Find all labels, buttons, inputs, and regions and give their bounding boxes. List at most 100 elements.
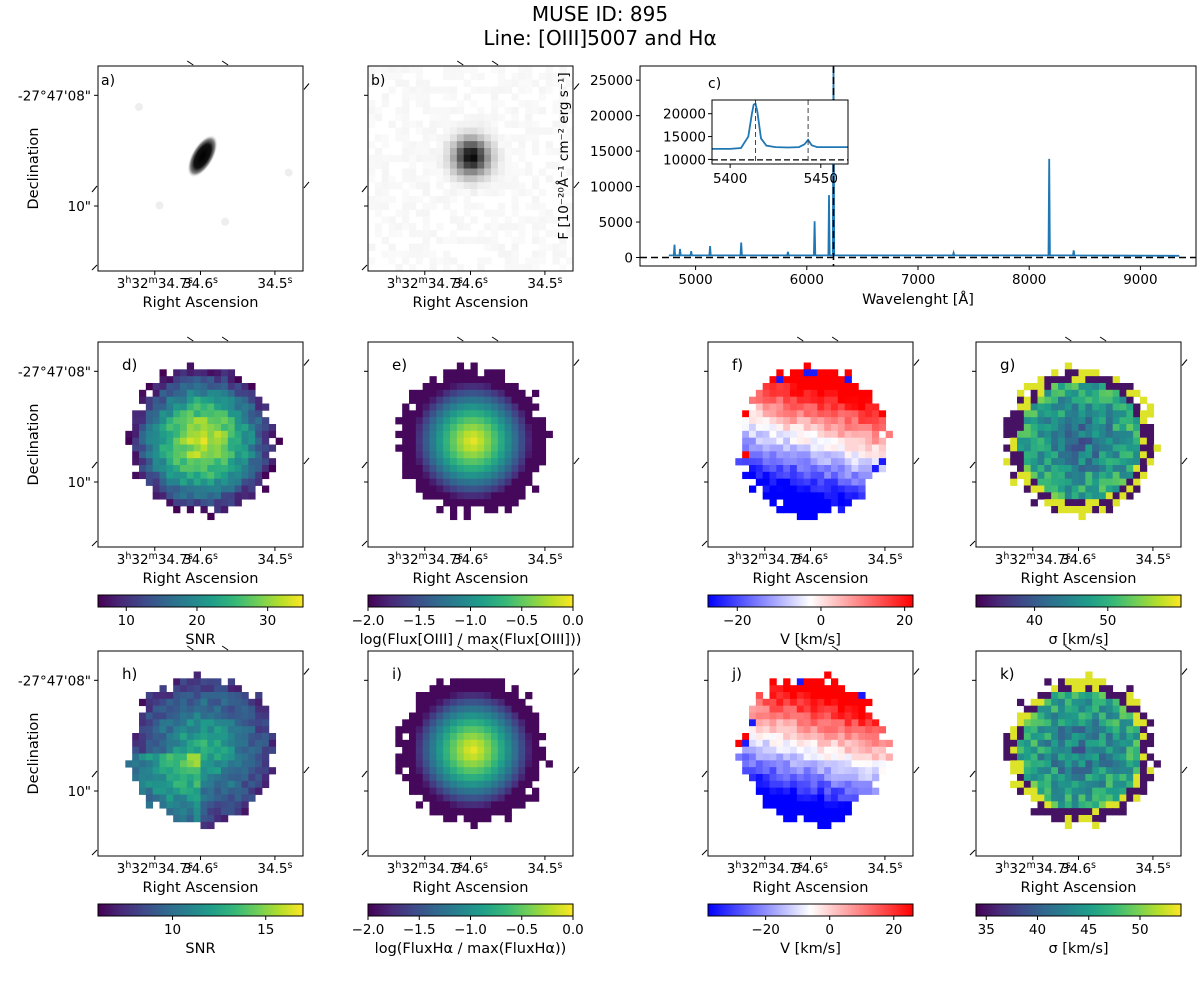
- dec-tick-label: 10": [68, 784, 91, 800]
- colorbar-label: log(FluxHα / max(FluxHα)): [375, 941, 567, 957]
- colorbar-tick-label: −0.5: [505, 613, 538, 629]
- inset-spectrum-line: [712, 102, 848, 150]
- ra-tick-label: 34.6s: [793, 860, 828, 877]
- ra-tick-label: 34.6s: [453, 860, 488, 877]
- ra-tick-label: 3h32m34.7s: [387, 860, 463, 877]
- inset-ytick-label: 10000: [663, 152, 706, 168]
- wcs-tick: [221, 336, 229, 342]
- wcs-tick: [303, 457, 310, 465]
- ra-tick-label: 3h32m34.7s: [117, 551, 193, 568]
- colorbar-k: [975, 903, 1182, 917]
- ra-tick-label: 3h32m34.7s: [727, 551, 803, 568]
- wcs-tick: [91, 461, 98, 469]
- wcs-tick: [91, 770, 98, 778]
- wcs-tick: [831, 645, 839, 651]
- figure-title-line2: Line: [OIII]5007 and Hα: [483, 26, 717, 50]
- colorbar-tick-label: −2.0: [352, 613, 385, 629]
- colorbar-tick-label: 50: [1131, 922, 1148, 938]
- wcs-tick: [361, 770, 368, 778]
- colorbar-tick-label: −1.0: [454, 613, 487, 629]
- faint-source: [135, 103, 143, 111]
- colorbar-tick-label: 10: [164, 922, 181, 938]
- wcs-tick: [1064, 645, 1072, 651]
- faint-source: [155, 201, 164, 210]
- map-j: [735, 671, 893, 830]
- wcs-tick: [1181, 766, 1188, 774]
- wcs-tick: [361, 849, 368, 856]
- spectrum-plot: [640, 66, 1196, 266]
- colorbar-label: V [km/s]: [780, 632, 841, 648]
- ra-axis-label: Right Ascension: [413, 880, 529, 896]
- colorbar-tick-label: 45: [1080, 922, 1097, 938]
- figure-title-line1: MUSE ID: 895: [531, 2, 669, 26]
- inset-bg: [712, 100, 848, 164]
- panel-c-frame: [639, 65, 1197, 267]
- wcs-tick: [913, 457, 920, 465]
- wcs-tick: [573, 766, 580, 774]
- wcs-tick: [573, 457, 580, 465]
- colorbar-tick-label: 0.0: [562, 922, 583, 938]
- ra-tick-label: 3h32m34.7s: [727, 860, 803, 877]
- wcs-tick: [701, 540, 708, 547]
- ra-tick-label: 34.6s: [453, 275, 488, 292]
- map-k: [1003, 671, 1161, 830]
- colorbar-label: log(Flux[OIII] / max(Flux[OIII])): [360, 632, 582, 648]
- spectrum-xlabel: Wavelenght [Å]: [862, 291, 974, 308]
- ra-axis-label: Right Ascension: [143, 295, 259, 311]
- spectrum-ytick-label: 15000: [590, 144, 633, 160]
- wcs-tick: [361, 185, 368, 193]
- colorbar-tick-label: 15: [257, 922, 274, 938]
- panel-label: e): [392, 356, 407, 374]
- colorbar-tick-label: −20: [723, 613, 752, 629]
- colorbar-i: [367, 903, 574, 917]
- ra-tick-label: 34.6s: [1061, 860, 1096, 877]
- wcs-tick: [186, 336, 194, 342]
- spectrum-ylabel: F [10⁻²⁰Å⁻¹ cm⁻² erg s⁻¹]: [555, 72, 572, 239]
- dec-tick-label: -27°47'08": [18, 364, 91, 380]
- dec-axis-label: Declination: [26, 404, 42, 486]
- ra-axis-label: Right Ascension: [1021, 880, 1137, 896]
- spectrum-ytick-label: 25000: [590, 73, 633, 89]
- colorbar-tick-label: 40: [1029, 922, 1046, 938]
- colorbar-tick-label: 30: [259, 613, 276, 629]
- map-h: [125, 671, 277, 830]
- ra-tick-label: 34.5s: [867, 860, 902, 877]
- wcs-tick: [91, 849, 98, 856]
- wcs-tick: [186, 60, 194, 66]
- ra-tick-label: 34.5s: [527, 275, 562, 292]
- panel-label: c): [708, 76, 721, 92]
- inset-frame: [711, 99, 849, 165]
- colorbar-tick-label: −1.5: [403, 613, 436, 629]
- spectrum-ytick-label: 10000: [590, 180, 633, 196]
- map-d: [125, 362, 283, 521]
- wcs-tick: [831, 336, 839, 342]
- colorbar-tick-label: 0: [817, 613, 826, 629]
- wcs-tick: [969, 461, 976, 469]
- wcs-tick: [913, 668, 920, 675]
- wcs-tick: [456, 645, 464, 651]
- panel-label: a): [101, 73, 115, 89]
- colorbar-j: [707, 903, 914, 917]
- ra-axis-label: Right Ascension: [753, 880, 869, 896]
- ra-tick-label: 34.5s: [257, 860, 292, 877]
- colorbar-tick-label: 20: [188, 613, 205, 629]
- panel-label: f): [732, 356, 743, 374]
- panel-label: i): [392, 665, 402, 683]
- wcs-tick: [491, 60, 499, 66]
- map-a: [98, 66, 303, 271]
- spectrum-xtick-label: 8000: [1012, 272, 1046, 288]
- wcs-tick: [573, 181, 580, 189]
- wcs-tick: [303, 83, 310, 90]
- colorbar-h: [97, 903, 304, 917]
- wcs-tick: [573, 668, 580, 675]
- spectrum-ytick-label: 20000: [590, 109, 633, 125]
- colorbar-tick-label: 20: [896, 613, 913, 629]
- colorbar-label: SNR: [185, 632, 215, 648]
- dec-tick-label: 10": [68, 475, 91, 491]
- inset-xtick-label: 5400: [713, 171, 747, 187]
- wcs-tick: [573, 83, 580, 90]
- colorbar-tick-label: 0: [825, 922, 834, 938]
- wcs-tick: [303, 181, 310, 189]
- wcs-tick: [91, 185, 98, 193]
- wcs-tick: [969, 849, 976, 856]
